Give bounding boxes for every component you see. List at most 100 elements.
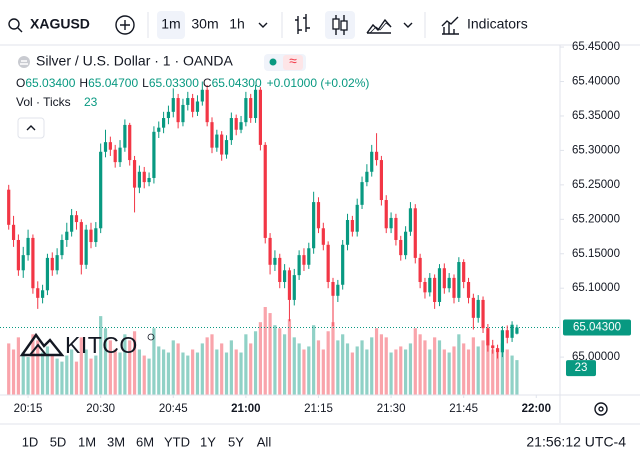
range-button[interactable]: All — [257, 434, 272, 449]
candle-body — [152, 131, 156, 178]
range-button[interactable]: 6M — [136, 434, 154, 449]
candle-body — [433, 277, 437, 302]
candle-body — [399, 239, 403, 256]
x-tick-label: 20:45 — [159, 403, 188, 415]
badge-bg — [283, 55, 303, 70]
candle-body — [31, 237, 35, 289]
volume-bar — [374, 328, 379, 395]
volume-bar — [220, 343, 224, 395]
candle-body — [491, 345, 495, 349]
volume-bar — [418, 334, 422, 395]
candle-body — [166, 111, 171, 119]
volume-bar — [510, 355, 514, 395]
volume-bar — [350, 352, 354, 395]
volume-bar — [239, 352, 243, 395]
range-button[interactable]: 1D — [22, 434, 39, 449]
candle-body — [50, 257, 54, 271]
candle-body — [103, 142, 108, 152]
interval-dropdown[interactable] — [258, 22, 268, 28]
volume-bar — [500, 343, 505, 395]
range-button[interactable]: 1M — [78, 434, 96, 449]
intervals: 1m 30m 1h — [157, 11, 245, 39]
range-button[interactable]: 3M — [107, 434, 125, 449]
candle-body — [195, 101, 200, 112]
candle-body — [132, 160, 137, 188]
candles-icon — [340, 20, 348, 31]
volume-bar — [11, 349, 16, 395]
volume-bar — [394, 349, 398, 395]
ohlc-key: H — [79, 76, 88, 90]
watermark-registered — [147, 333, 155, 341]
y-tick-label: 65.30000 — [572, 144, 620, 156]
volume-bar — [65, 355, 69, 395]
range-button[interactable]: YTD — [164, 434, 190, 449]
volume-bar — [466, 349, 471, 395]
candle-body — [476, 299, 480, 318]
candle-body — [210, 122, 214, 148]
candle-body — [418, 257, 422, 283]
volume-bar — [282, 334, 287, 395]
volume-bar — [302, 349, 306, 395]
volume-bar — [481, 340, 485, 395]
volume-bar — [45, 346, 50, 395]
volume-bar — [297, 343, 301, 395]
candle-body — [65, 231, 69, 240]
candle-body — [287, 270, 292, 300]
candle-body — [350, 220, 354, 232]
last-price-badge — [563, 319, 631, 336]
volume-bar — [389, 352, 393, 395]
volume-bar — [345, 343, 350, 395]
market-status — [269, 58, 277, 66]
volume-bar — [442, 349, 446, 395]
last-price-label: 65.04300 — [573, 322, 621, 334]
range-button[interactable]: 5Y — [228, 434, 244, 449]
search-icon[interactable] — [8, 18, 20, 30]
symbol-logo-mark — [20, 60, 28, 65]
volume-bar — [103, 328, 108, 395]
collapse-button[interactable] — [17, 117, 45, 139]
volume-bar — [21, 352, 25, 395]
volume-bar — [268, 313, 272, 395]
area-icon[interactable] — [366, 18, 392, 34]
candle-body — [258, 89, 262, 145]
candle-body — [442, 268, 446, 289]
volume-bar — [413, 328, 417, 395]
y-tick-label: 65.20000 — [572, 213, 620, 225]
ohlc-value: 65.03400 — [25, 76, 75, 90]
volume-bar — [123, 334, 127, 395]
settings-button[interactable] — [594, 402, 608, 416]
candle-body — [312, 202, 316, 249]
volume-bar — [171, 340, 175, 395]
volume-bar — [447, 352, 451, 395]
time-axis: 20:15 20:30 20:45 21:00 21:15 21:30 21:45 22:00 — [14, 395, 551, 415]
candles-icon — [332, 18, 340, 30]
candle-body — [355, 204, 359, 232]
indicators-icon[interactable] — [441, 16, 459, 35]
candle-body — [224, 140, 229, 155]
volume-bar — [205, 337, 209, 395]
candle-body — [123, 124, 127, 148]
candle-body — [471, 297, 475, 318]
indicators-button[interactable]: Indicators — [467, 16, 528, 32]
volume-bar — [365, 349, 369, 395]
style-dropdown[interactable] — [403, 22, 413, 28]
volume-bar — [505, 349, 509, 395]
candle-body — [278, 257, 282, 283]
volume-bar — [408, 343, 413, 395]
interval-button[interactable]: 1h — [229, 16, 245, 32]
volume-bar — [452, 346, 456, 395]
symbol[interactable]: XAGUSD — [30, 16, 90, 32]
volume-bar — [191, 349, 195, 395]
volume-bar — [307, 346, 311, 395]
volume-bar — [433, 337, 437, 395]
compare-button[interactable] — [115, 15, 135, 35]
volume-bar — [128, 340, 132, 395]
candle-body — [394, 217, 398, 240]
interval-button[interactable]: 30m — [191, 16, 218, 32]
range-button[interactable]: 5D — [50, 434, 67, 449]
interval-button[interactable]: 1m — [161, 16, 180, 32]
volume-bar — [40, 352, 45, 395]
range-button[interactable]: 1Y — [200, 434, 216, 449]
bars-icon[interactable] — [295, 14, 310, 34]
